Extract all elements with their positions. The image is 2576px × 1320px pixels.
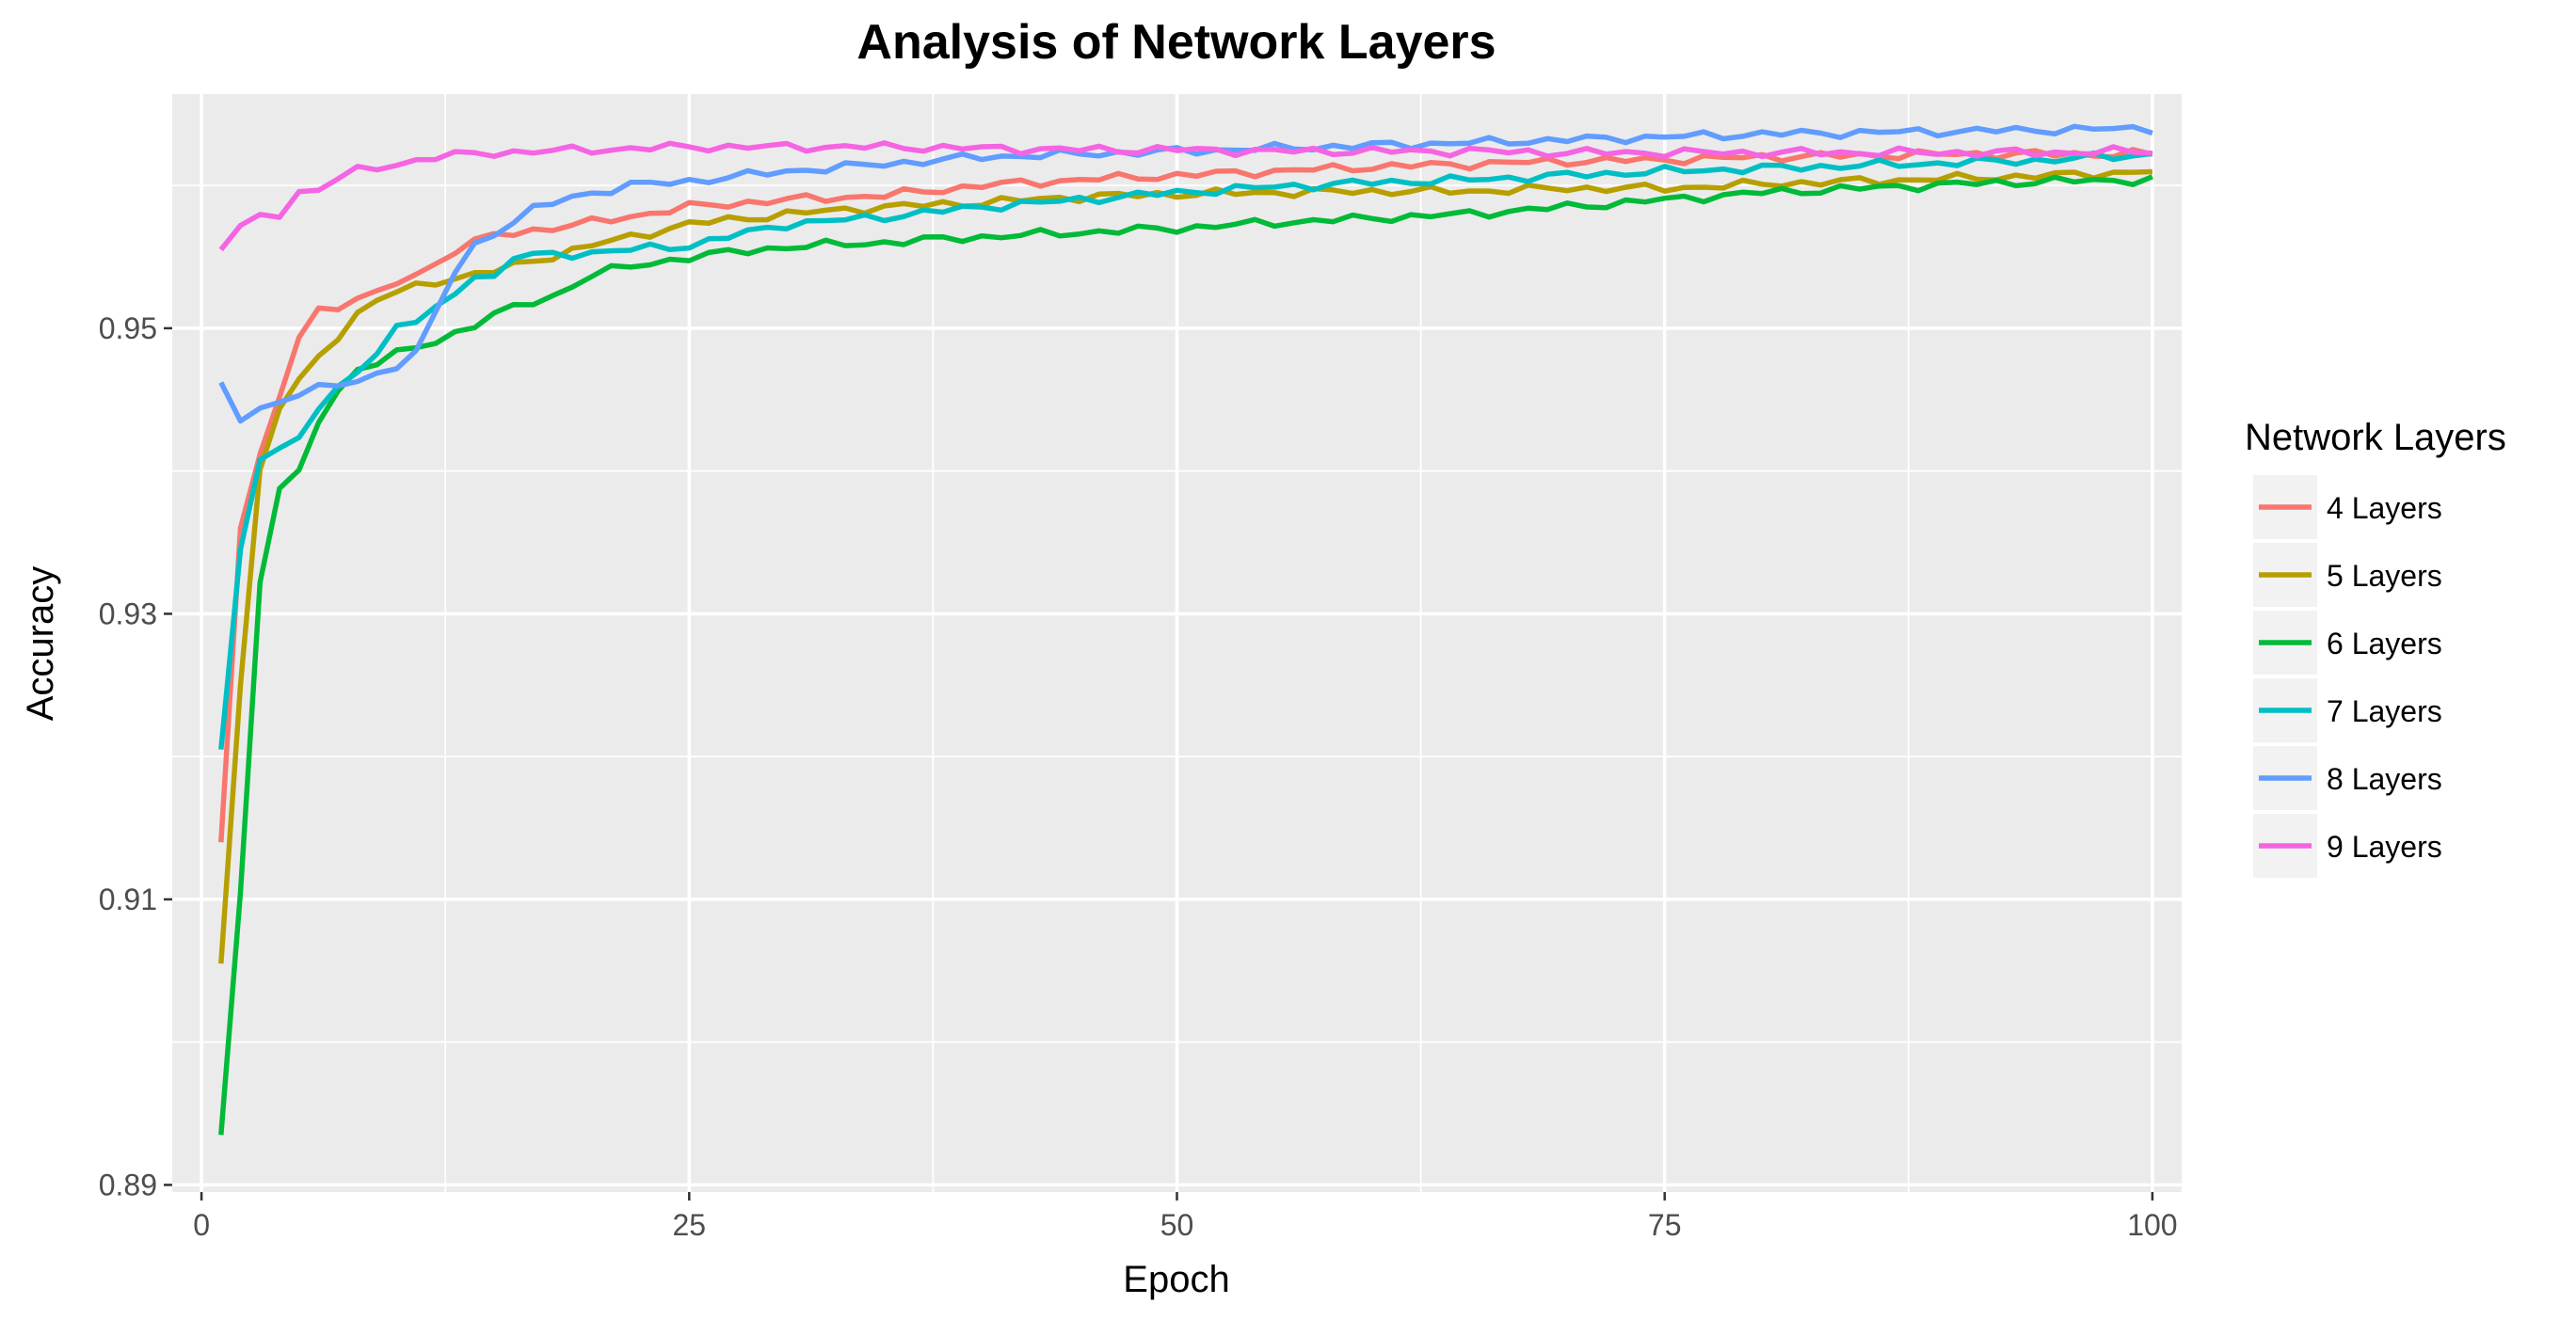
legend-label-5-layers: 5 Layers [2327, 559, 2442, 593]
x-tick-label: 0 [193, 1208, 210, 1242]
y-axis-label: Accuracy [20, 566, 61, 722]
x-tick-label: 100 [2127, 1208, 2177, 1242]
series-line-7-layers [218, 150, 2153, 750]
legend-label-4-layers: 4 Layers [2327, 491, 2442, 525]
axis-layer: 0.89 0.91 0.93 0.95 0 25 50 75 100 [99, 311, 2178, 1242]
legend-items: 4 Layers 5 Layers 6 Layers 7 Layers 8 Layers… [2253, 475, 2442, 878]
series-line-9-layers [218, 140, 2153, 252]
legend-label-6-layers: 6 Layers [2327, 627, 2442, 660]
y-tick-label: 0.95 [99, 311, 157, 345]
legend-label-9-layers: 9 Layers [2327, 830, 2442, 864]
legend-label-8-layers: 8 Layers [2327, 762, 2442, 796]
x-axis-label: Epoch [1123, 1259, 1229, 1300]
x-tick-label: 50 [1160, 1208, 1194, 1242]
series-line-6-layers [218, 174, 2153, 1136]
legend-title: Network Layers [2245, 417, 2506, 458]
grid-layer [172, 94, 2182, 1192]
x-tick-label: 75 [1648, 1208, 1682, 1242]
series-line-5-layers [218, 168, 2152, 964]
y-tick-label: 0.93 [99, 596, 157, 630]
series-layer [218, 123, 2153, 1136]
x-tick-label: 25 [672, 1208, 706, 1242]
legend: Network Layers 4 Layers 5 Layers 6 Layers 7… [2245, 417, 2506, 878]
y-tick-label: 0.89 [99, 1168, 157, 1201]
y-tick-label: 0.91 [99, 883, 157, 916]
legend-label-7-layers: 7 Layers [2327, 694, 2442, 728]
chart-title: Analysis of Network Layers [856, 15, 1496, 70]
